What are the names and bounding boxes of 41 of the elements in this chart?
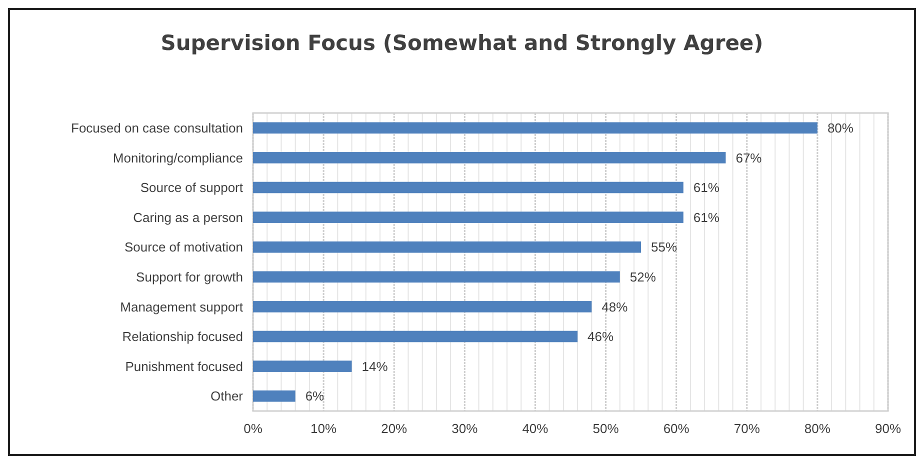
bar	[253, 241, 642, 253]
bar	[253, 271, 620, 283]
chart-title: Supervision Focus (Somewhat and Strongly Agree)	[160, 31, 764, 55]
y-tick-label: Punishment focused	[125, 358, 243, 374]
x-tick-label: 60%	[663, 421, 690, 436]
y-tick-label: Focused on case consultation	[71, 120, 243, 136]
x-tick-label: 0%	[244, 421, 263, 436]
data-label: 52%	[630, 269, 656, 284]
data-label: 48%	[602, 299, 628, 314]
y-tick-label: Caring as a person	[133, 210, 243, 225]
y-tick-label: Relationship focused	[122, 329, 243, 344]
y-tick-label: Source of motivation	[124, 240, 243, 255]
bar	[253, 360, 352, 372]
bar	[253, 152, 726, 164]
bar	[253, 212, 684, 223]
bar	[253, 182, 684, 194]
bar	[253, 390, 296, 402]
data-label: 6%	[305, 388, 325, 404]
data-label: 61%	[693, 180, 720, 196]
data-label: 46%	[588, 329, 614, 344]
bar	[253, 330, 578, 342]
x-tick-label: 40%	[522, 421, 549, 436]
x-tick-label: 10%	[310, 421, 337, 436]
bar	[253, 301, 592, 312]
data-label: 80%	[827, 120, 854, 136]
x-tick-label: 80%	[804, 421, 831, 436]
x-tick-label: 30%	[452, 421, 478, 436]
y-tick-label: Source of support	[140, 180, 244, 196]
x-tick-label: 70%	[734, 421, 760, 436]
data-label: 55%	[651, 240, 678, 255]
x-tick-label: 90%	[874, 421, 902, 436]
x-tick-label: 50%	[592, 421, 620, 436]
y-tick-label: Other	[210, 388, 244, 404]
bar	[253, 122, 818, 134]
data-label: 61%	[693, 210, 720, 225]
x-tick-label: 20%	[381, 421, 408, 436]
data-label: 14%	[362, 358, 388, 374]
y-tick-label: Support for growth	[136, 269, 243, 284]
y-tick-label: Monitoring/compliance	[112, 150, 243, 166]
y-tick-label: Management support	[120, 299, 244, 314]
data-label: 67%	[736, 150, 762, 166]
